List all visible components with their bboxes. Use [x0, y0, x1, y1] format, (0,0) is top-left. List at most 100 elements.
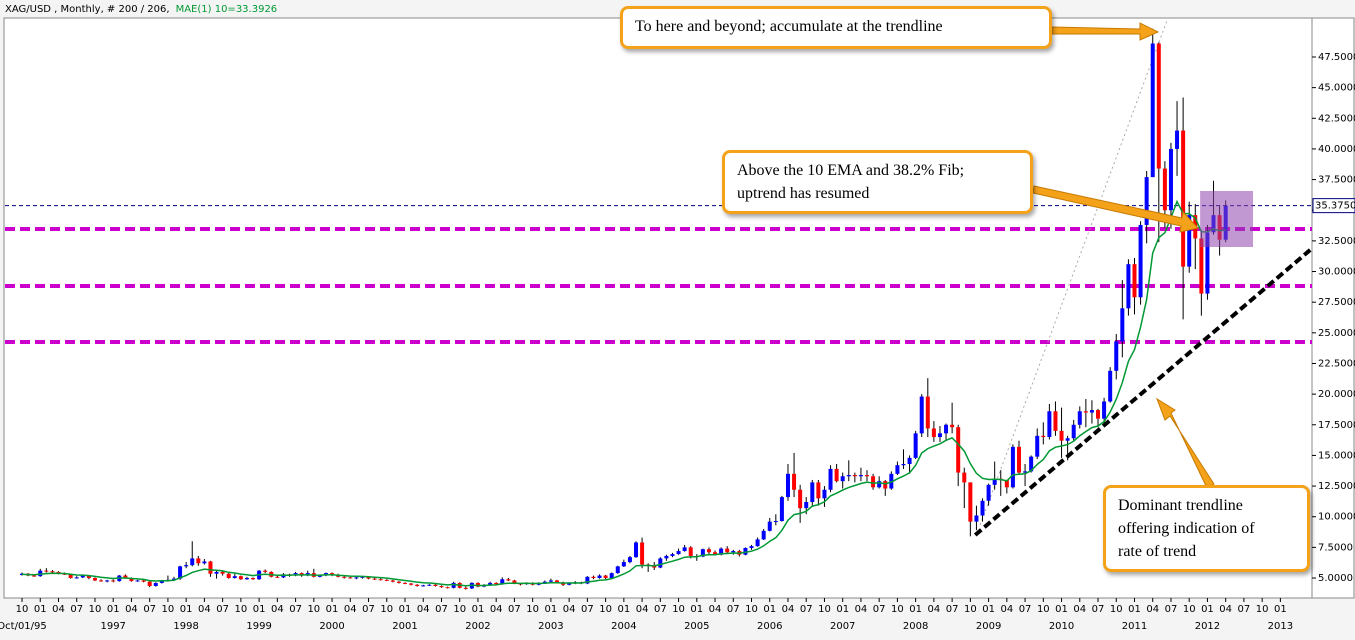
- candle-body: [44, 570, 49, 572]
- candle-body: [1150, 43, 1155, 178]
- x-tick-label: 07: [70, 604, 83, 615]
- x-tick-label: 10: [16, 604, 29, 615]
- candle-body: [506, 579, 511, 581]
- candle-body: [1083, 411, 1088, 413]
- x-tick-label: 07: [1092, 604, 1105, 615]
- x-tick-label: 07: [727, 604, 740, 615]
- x-tick-label: 01: [34, 604, 47, 615]
- x-tick-label: 04: [125, 604, 138, 615]
- y-tick-label: 22.5000: [1318, 358, 1355, 369]
- arrow: [1156, 397, 1215, 489]
- x-tick-label: 01: [982, 604, 995, 615]
- candle-body: [159, 580, 164, 583]
- candle-body: [1023, 471, 1028, 473]
- y-tick-label: 5.0000: [1318, 573, 1353, 584]
- x-tick-label: 01: [253, 604, 266, 615]
- candle-body: [767, 521, 772, 531]
- candle-body: [913, 433, 918, 458]
- x-tick-label: 10: [453, 604, 466, 615]
- candle-body: [1120, 308, 1125, 342]
- candle-body: [226, 573, 231, 579]
- candle-body: [682, 547, 687, 552]
- candle-body: [840, 476, 845, 482]
- candle-body: [725, 548, 730, 553]
- candle-body: [591, 576, 596, 579]
- candle-body: [202, 561, 207, 564]
- x-tick-label: 04: [855, 604, 868, 615]
- candle-body: [1199, 238, 1204, 294]
- candle-body: [554, 580, 559, 583]
- candle-body: [147, 581, 152, 586]
- candle-body: [1138, 224, 1143, 298]
- candle-body: [621, 562, 626, 567]
- candle-body: [1035, 435, 1040, 457]
- candle-body: [171, 578, 176, 580]
- candle-body: [208, 561, 213, 574]
- x-tick-label: 04: [1219, 604, 1232, 615]
- period-label: 2003: [538, 621, 563, 632]
- x-tick-label: 01: [690, 604, 703, 615]
- candle-body: [670, 554, 675, 556]
- price-axis: [1311, 17, 1355, 599]
- x-tick-label: 07: [435, 604, 448, 615]
- indicator-label: MAE(1) 10=33.3926: [176, 4, 278, 15]
- x-tick-label: 01: [836, 604, 849, 615]
- candle-body: [342, 576, 347, 578]
- trendline: [973, 248, 1312, 537]
- candle-body: [956, 427, 961, 473]
- candle-body: [542, 581, 547, 583]
- x-tick-label: 01: [326, 604, 339, 615]
- candle-body: [858, 475, 863, 477]
- candle-body: [901, 464, 906, 466]
- x-tick-label: 07: [581, 604, 594, 615]
- y-tick-label: 47.5000: [1318, 52, 1355, 63]
- candle-body: [184, 565, 189, 567]
- x-tick-label: 10: [672, 604, 685, 615]
- candle-body: [330, 573, 335, 575]
- annotation: To here and beyond; accumulate at the tr…: [620, 6, 1052, 49]
- candle-body: [317, 575, 322, 577]
- x-tick-label: 01: [1055, 604, 1068, 615]
- x-tick-label: 10: [1183, 604, 1196, 615]
- period-label: 2012: [1195, 621, 1220, 632]
- x-tick-label: 01: [763, 604, 776, 615]
- y-tick-label: 45.0000: [1318, 83, 1355, 94]
- candle-body: [99, 580, 104, 582]
- candle-body: [500, 579, 505, 585]
- y-tick-label: 42.5000: [1318, 113, 1355, 124]
- candle-body: [846, 475, 851, 477]
- candle-body: [1004, 479, 1009, 488]
- candle-body: [1047, 411, 1052, 438]
- x-tick-label: 10: [1256, 604, 1269, 615]
- annotation: Dominant trendline offering indication o…: [1103, 485, 1310, 572]
- candle-body: [883, 481, 888, 489]
- x-tick-label: 04: [636, 604, 649, 615]
- candle-body: [1029, 456, 1034, 472]
- x-tick-label: 01: [545, 604, 558, 615]
- x-tick-label: 10: [745, 604, 758, 615]
- candle-body: [244, 578, 249, 580]
- candle-body: [603, 575, 608, 579]
- period-label: 2008: [903, 621, 928, 632]
- candle-body: [421, 585, 426, 587]
- x-tick-label: 10: [380, 604, 393, 615]
- candle-body: [785, 473, 790, 498]
- candle-body: [232, 576, 237, 579]
- candle-body: [1144, 177, 1149, 225]
- chart-title: XAG/USD , Monthly, # 200 / 206,: [5, 4, 170, 15]
- candle-body: [561, 582, 566, 585]
- period-label: 2011: [1122, 621, 1147, 632]
- candle-body: [463, 587, 468, 589]
- candle-body: [640, 542, 645, 565]
- candle-body: [366, 576, 371, 579]
- x-tick-label: 01: [1274, 604, 1287, 615]
- period-label: 1997: [100, 621, 125, 632]
- period-label: 2006: [757, 621, 782, 632]
- x-tick-label: 04: [709, 604, 722, 615]
- candle-body: [597, 575, 602, 579]
- x-tick-label: 10: [1037, 604, 1050, 615]
- x-tick-label: 01: [180, 604, 193, 615]
- candle-body: [779, 497, 784, 522]
- candle-body: [488, 582, 493, 586]
- period-label: 2013: [1268, 621, 1293, 632]
